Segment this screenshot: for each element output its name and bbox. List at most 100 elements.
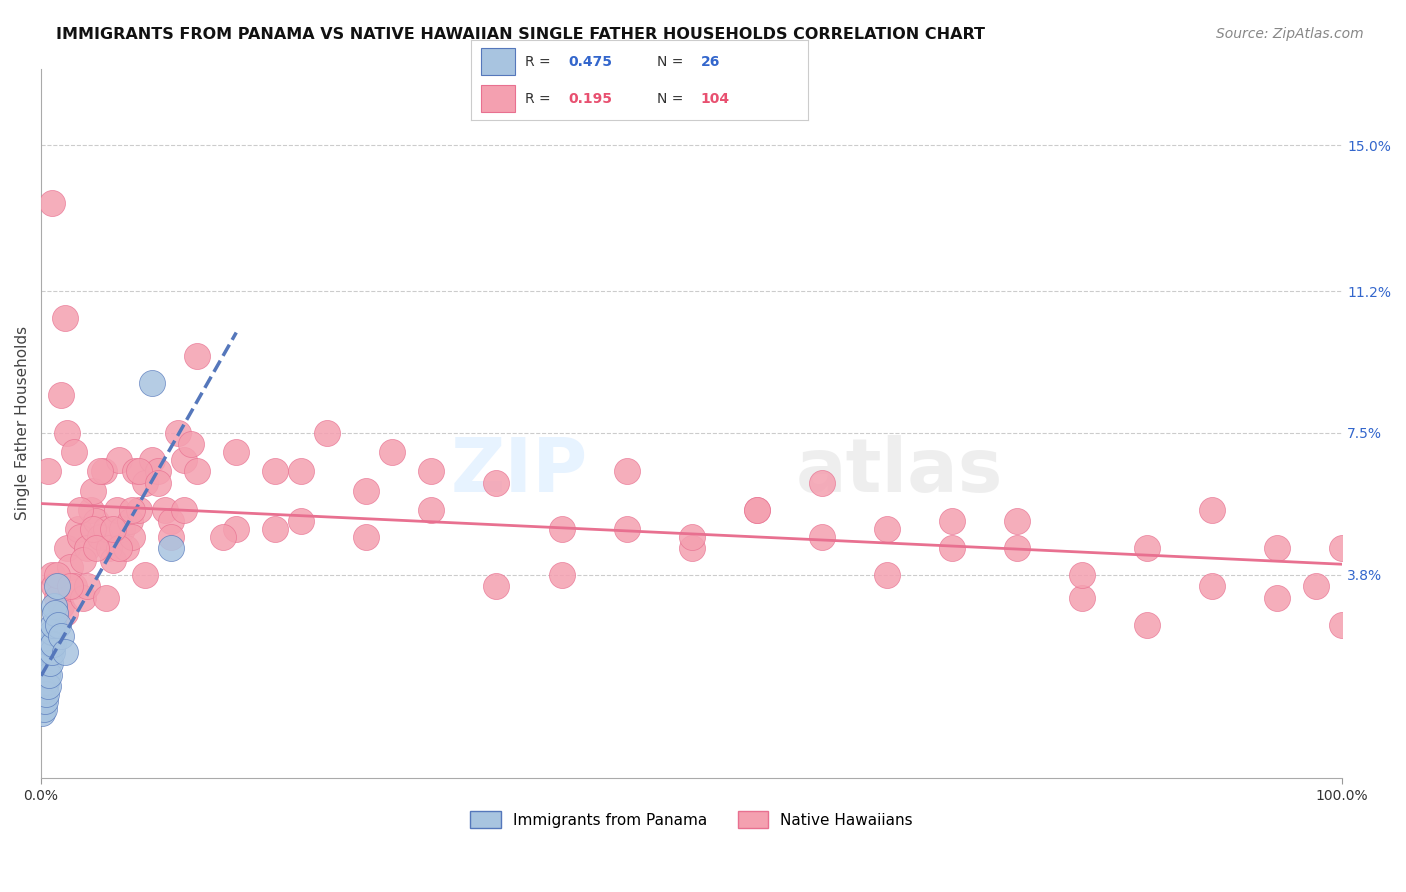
Point: [1136, 541, 1159, 555]
Point: [66, 522, 89, 536]
Point: [1305, 579, 1327, 593]
Point: [93, 464, 115, 478]
Point: [69, 530, 91, 544]
Point: [212, 530, 235, 544]
Point: [485, 579, 508, 593]
Point: [39, 656, 62, 670]
Point: [49, 599, 72, 613]
Point: [37, 679, 59, 693]
Point: [97, 541, 120, 555]
Point: [69, 502, 91, 516]
Point: [42, 579, 65, 593]
Point: [745, 502, 768, 516]
Point: [56, 425, 79, 440]
Point: [56, 541, 79, 555]
Point: [681, 530, 703, 544]
Point: [34, 683, 56, 698]
Point: [1265, 541, 1288, 555]
Point: [118, 514, 141, 528]
Point: [134, 568, 156, 582]
Point: [186, 464, 208, 478]
Point: [82, 483, 104, 498]
Text: N =: N =: [657, 92, 688, 106]
Point: [41, 645, 63, 659]
Point: [72, 552, 94, 566]
Point: [45, 591, 67, 605]
Point: [381, 445, 404, 459]
Point: [1005, 541, 1028, 555]
Point: [35, 667, 58, 681]
Text: ZIP: ZIP: [450, 434, 588, 508]
Point: [1331, 617, 1354, 632]
Point: [550, 568, 572, 582]
Point: [134, 475, 156, 490]
Point: [108, 452, 131, 467]
Point: [616, 522, 638, 536]
Point: [79, 502, 101, 516]
Point: [173, 452, 195, 467]
Point: [141, 376, 163, 390]
Point: [53, 645, 76, 659]
Point: [38, 667, 60, 681]
Point: [49, 387, 72, 401]
Point: [53, 607, 76, 621]
Point: [128, 464, 150, 478]
Point: [53, 310, 76, 325]
Point: [1331, 541, 1354, 555]
Point: [1005, 514, 1028, 528]
Point: [1071, 591, 1094, 605]
Point: [225, 522, 247, 536]
FancyBboxPatch shape: [481, 85, 515, 112]
Point: [1201, 502, 1223, 516]
Point: [37, 656, 59, 670]
Point: [76, 579, 98, 593]
Point: [225, 445, 247, 459]
Point: [264, 464, 287, 478]
Point: [35, 687, 58, 701]
Text: R =: R =: [524, 54, 555, 69]
Point: [108, 541, 131, 555]
Text: R =: R =: [524, 92, 555, 106]
Text: 0.195: 0.195: [569, 92, 613, 106]
Point: [616, 464, 638, 478]
Point: [124, 464, 146, 478]
Point: [810, 475, 832, 490]
Point: [148, 464, 170, 478]
Point: [876, 568, 898, 582]
Point: [38, 645, 60, 659]
Point: [82, 522, 104, 536]
Point: [681, 541, 703, 555]
Point: [160, 541, 183, 555]
Point: [141, 452, 163, 467]
Point: [160, 514, 183, 528]
Point: [111, 522, 134, 536]
Point: [550, 522, 572, 536]
Point: [356, 483, 378, 498]
Point: [39, 637, 62, 651]
Point: [62, 445, 84, 459]
Point: [941, 541, 963, 555]
Point: [1136, 617, 1159, 632]
Point: [62, 579, 84, 593]
Text: 104: 104: [700, 92, 730, 106]
Point: [290, 514, 312, 528]
Point: [148, 475, 170, 490]
Legend: Immigrants from Panama, Native Hawaiians: Immigrants from Panama, Native Hawaiians: [464, 805, 920, 834]
Point: [89, 530, 111, 544]
Point: [84, 541, 107, 555]
Point: [84, 514, 107, 528]
Point: [114, 541, 136, 555]
Point: [41, 195, 63, 210]
Point: [49, 629, 72, 643]
Point: [485, 475, 508, 490]
Point: [32, 694, 55, 708]
Point: [76, 541, 98, 555]
Point: [34, 694, 56, 708]
Point: [42, 599, 65, 613]
Point: [32, 702, 55, 716]
Text: 26: 26: [700, 54, 720, 69]
Point: [290, 464, 312, 478]
Point: [59, 560, 82, 574]
Point: [745, 502, 768, 516]
Point: [96, 591, 118, 605]
